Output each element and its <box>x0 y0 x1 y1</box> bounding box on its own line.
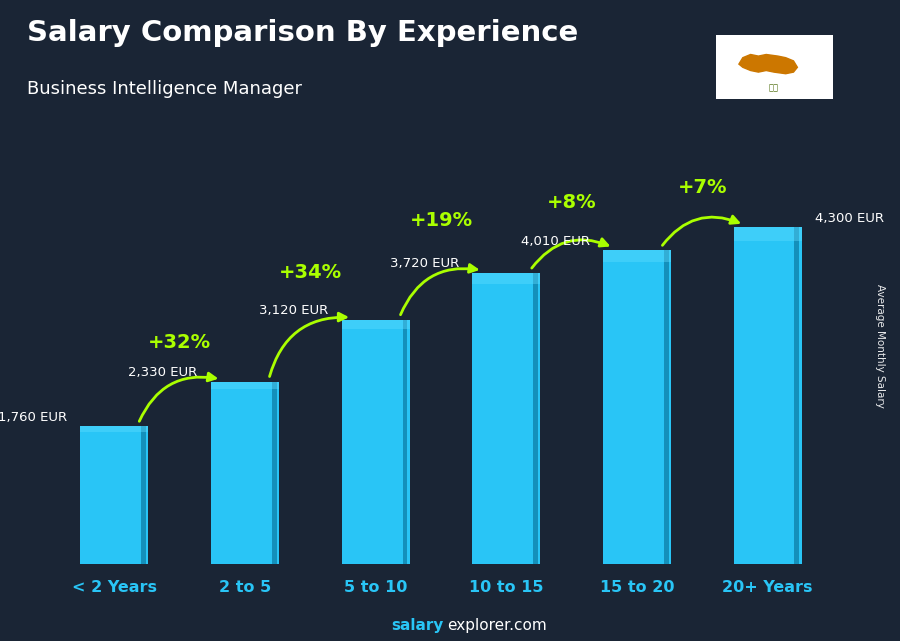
Bar <box>472 272 540 285</box>
Bar <box>272 381 276 564</box>
Text: +34%: +34% <box>279 263 342 282</box>
Bar <box>402 320 408 564</box>
Bar <box>80 426 148 431</box>
Text: +19%: +19% <box>410 210 472 229</box>
Bar <box>664 250 669 564</box>
FancyArrowPatch shape <box>140 373 215 421</box>
Bar <box>212 381 279 564</box>
Text: 4,010 EUR: 4,010 EUR <box>521 235 590 247</box>
Text: 3,720 EUR: 3,720 EUR <box>390 257 459 271</box>
Bar <box>795 227 799 564</box>
Bar <box>80 426 148 564</box>
Text: 2,330 EUR: 2,330 EUR <box>129 366 198 379</box>
Text: salary: salary <box>392 618 444 633</box>
Text: 〜〜: 〜〜 <box>769 83 779 93</box>
Text: +8%: +8% <box>547 194 597 212</box>
Bar <box>603 250 670 564</box>
FancyArrowPatch shape <box>662 216 738 246</box>
Bar <box>212 381 279 389</box>
Text: 3,120 EUR: 3,120 EUR <box>259 304 328 317</box>
Text: +32%: +32% <box>148 333 211 352</box>
Text: Salary Comparison By Experience: Salary Comparison By Experience <box>27 19 578 47</box>
Text: 1,760 EUR: 1,760 EUR <box>0 411 68 424</box>
Bar <box>141 426 146 564</box>
Text: Business Intelligence Manager: Business Intelligence Manager <box>27 80 302 98</box>
Text: Average Monthly Salary: Average Monthly Salary <box>875 284 885 408</box>
FancyArrowPatch shape <box>400 265 477 315</box>
Text: explorer.com: explorer.com <box>447 618 547 633</box>
Text: 4,300 EUR: 4,300 EUR <box>814 212 884 225</box>
Bar <box>603 250 670 262</box>
Bar <box>734 227 802 564</box>
Bar <box>533 272 538 564</box>
Bar <box>342 320 410 329</box>
Polygon shape <box>739 54 797 74</box>
Text: +7%: +7% <box>678 178 727 197</box>
Bar <box>342 320 410 564</box>
FancyArrowPatch shape <box>532 239 608 268</box>
FancyArrowPatch shape <box>269 313 346 376</box>
Bar <box>472 272 540 564</box>
Bar <box>734 227 802 240</box>
